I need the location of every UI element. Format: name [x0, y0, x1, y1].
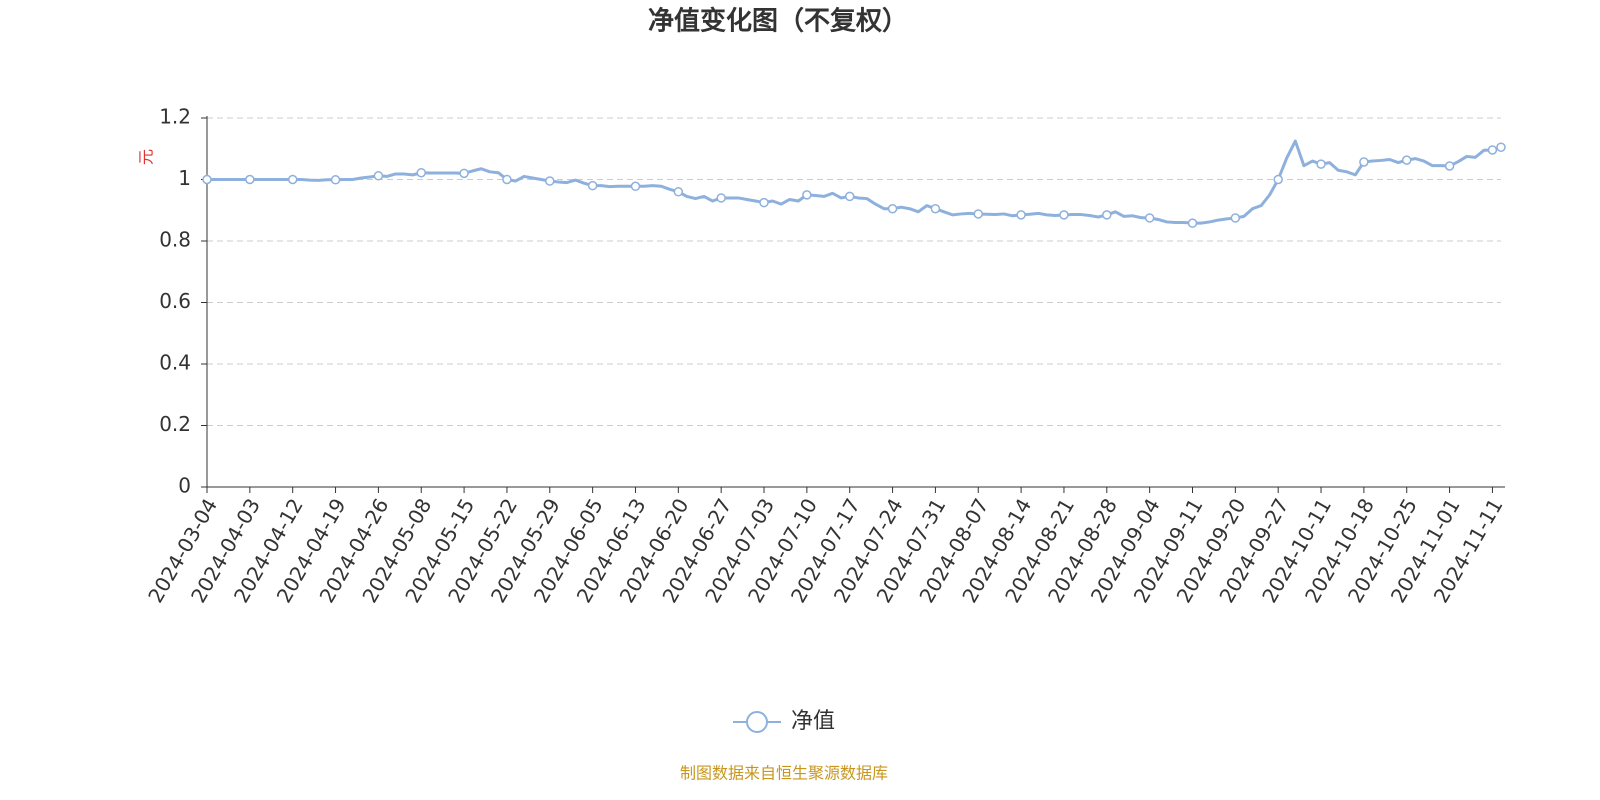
- y-tick-label: 0.4: [159, 351, 191, 375]
- point: [1102, 210, 1112, 220]
- y-tick-label: 1.2: [159, 105, 191, 129]
- point: [245, 174, 255, 185]
- point: [373, 171, 384, 181]
- point: [844, 191, 855, 202]
- point: [673, 187, 684, 197]
- point: [802, 190, 812, 200]
- point: [545, 176, 555, 186]
- point: [759, 197, 769, 208]
- point: [416, 167, 426, 178]
- y-tick-label: 0: [178, 474, 191, 498]
- point: [1316, 159, 1326, 169]
- point: [1187, 218, 1198, 228]
- point: [1230, 213, 1241, 223]
- point: [887, 203, 898, 214]
- point: [1496, 142, 1506, 152]
- point: [716, 193, 726, 203]
- legend-label: 净值: [791, 709, 835, 734]
- y-tick-label: 1: [178, 166, 191, 190]
- point: [1401, 155, 1412, 165]
- point: [1144, 213, 1155, 223]
- point: [1444, 161, 1455, 171]
- point: [1487, 145, 1498, 155]
- point: [1359, 157, 1369, 167]
- point: [459, 168, 469, 179]
- footer: 制图数据来自恒生聚源数据库: [680, 764, 888, 783]
- point: [202, 174, 212, 185]
- point: [973, 209, 984, 219]
- point: [330, 175, 341, 185]
- y-tick-label: 0.6: [159, 289, 191, 313]
- point: [630, 181, 641, 192]
- point: [930, 203, 941, 214]
- point: [587, 180, 598, 191]
- y-axis-label: 元: [137, 149, 156, 165]
- line: [207, 139, 1502, 225]
- y-tick-label: 0.8: [159, 228, 191, 252]
- point: [1016, 210, 1026, 220]
- point: [287, 174, 298, 185]
- chart-title: 净值变化图（不复权）: [648, 6, 908, 37]
- point: [1273, 174, 1283, 185]
- legend-marker: [746, 711, 768, 733]
- point: [1059, 210, 1069, 220]
- y-tick-label: 0.2: [159, 412, 191, 436]
- point: [502, 174, 512, 185]
